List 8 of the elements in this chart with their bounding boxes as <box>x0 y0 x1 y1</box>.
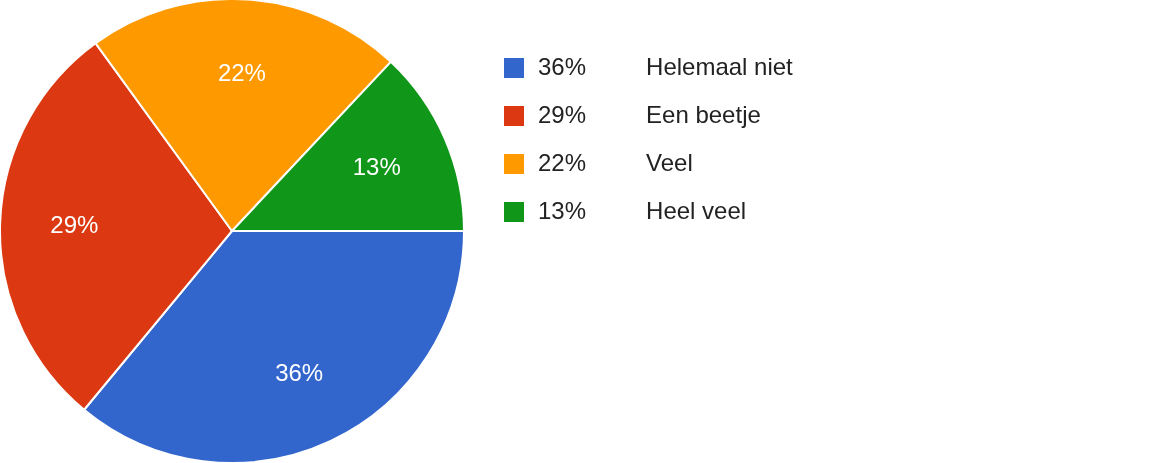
data-label: 13% <box>352 153 401 181</box>
legend-label: 22% Veel <box>538 149 693 176</box>
legend-label: 29% Een beetje <box>538 101 761 128</box>
data-label: 36% <box>275 358 324 386</box>
data-label: 22% <box>217 58 266 86</box>
data-label: 29% <box>50 211 99 239</box>
legend-label: 13% Heel veel <box>538 197 747 224</box>
legend-label: 36% Helemaal niet <box>538 53 794 80</box>
